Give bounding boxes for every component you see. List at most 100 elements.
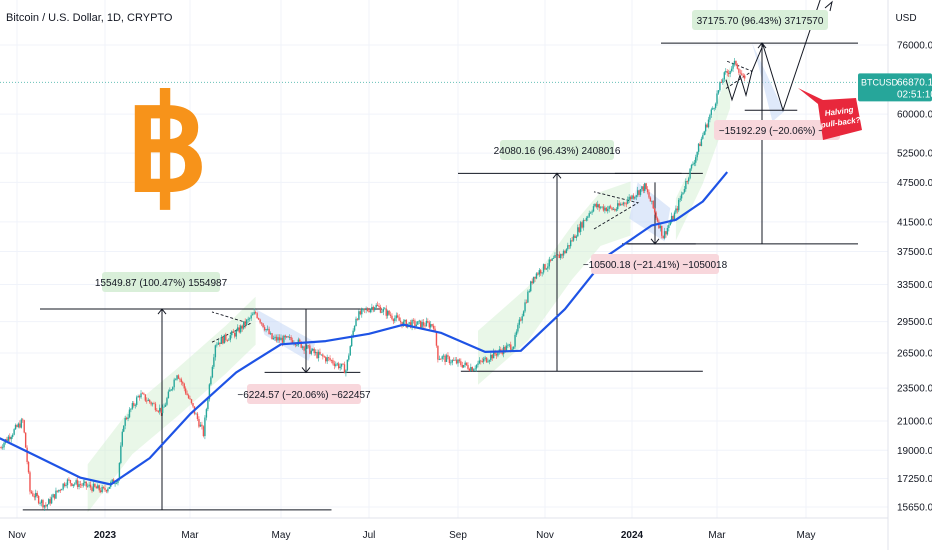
candle-body xyxy=(373,307,374,310)
candle-body xyxy=(13,429,14,435)
candle-body xyxy=(280,338,281,340)
candle-body xyxy=(120,446,121,463)
candle xyxy=(78,481,79,489)
candle-body xyxy=(678,200,679,210)
candle-body xyxy=(394,318,395,321)
candle xyxy=(653,200,654,209)
candle-body xyxy=(246,320,247,325)
candle xyxy=(142,392,143,394)
candle-body xyxy=(2,447,3,448)
candle-body xyxy=(547,266,548,268)
candle xyxy=(319,349,320,356)
candle-body xyxy=(381,312,382,313)
candle-body xyxy=(227,340,228,341)
candle-body xyxy=(153,403,154,404)
candle-body xyxy=(9,437,10,440)
candle xyxy=(203,425,204,437)
candle-body xyxy=(661,226,662,236)
candle-body xyxy=(160,408,161,413)
candle-body xyxy=(175,379,176,380)
candle xyxy=(13,428,14,435)
candle xyxy=(741,70,742,75)
candle-body xyxy=(244,321,245,325)
candle-body xyxy=(116,483,117,484)
candle-body xyxy=(101,487,102,492)
candle xyxy=(364,309,365,313)
candle-body xyxy=(453,360,454,361)
candle-body xyxy=(181,379,182,382)
candle xyxy=(192,403,193,408)
candle-body xyxy=(437,346,438,360)
candle-body xyxy=(313,349,314,353)
candle-body xyxy=(239,327,240,332)
label-text: 24080.16 (96.43%) 2408016 xyxy=(494,146,621,157)
candle-body xyxy=(698,144,699,152)
candle-body xyxy=(413,320,414,321)
candle xyxy=(486,357,487,363)
candle xyxy=(373,305,374,312)
candle xyxy=(45,502,46,508)
candle-body xyxy=(331,360,332,361)
candle-body xyxy=(264,327,265,330)
candle xyxy=(444,354,445,365)
y-tick-label: 52500.00 xyxy=(897,149,932,160)
candle-body xyxy=(674,213,675,220)
candle-body xyxy=(61,489,62,490)
candle-body xyxy=(31,492,32,494)
x-tick-label: May xyxy=(797,530,816,541)
candle-body xyxy=(261,323,262,324)
candle-body xyxy=(225,335,226,341)
candle-body xyxy=(459,360,460,362)
candle-body xyxy=(510,344,511,349)
candle-body xyxy=(534,277,535,279)
candle-body xyxy=(454,360,455,361)
candle xyxy=(51,494,52,504)
candle xyxy=(54,494,55,500)
candle-body xyxy=(332,360,333,363)
candle-body xyxy=(350,346,351,355)
candle xyxy=(536,272,537,279)
candle-body xyxy=(315,352,316,353)
label-text: 15549.87 (100.47%) 1554987 xyxy=(95,278,228,289)
candle xyxy=(383,307,384,315)
loss-label: −6224.57 (−20.06%) −622457 xyxy=(237,384,371,404)
candle xyxy=(21,418,22,429)
candle-body xyxy=(699,144,700,146)
candle-body xyxy=(325,357,326,361)
candle xyxy=(708,117,709,128)
candle-body xyxy=(91,488,92,492)
candle-body xyxy=(668,225,669,228)
candle xyxy=(195,412,196,414)
y-tick-label: 37500.00 xyxy=(897,247,932,258)
candle-body xyxy=(249,318,250,319)
candle-body xyxy=(738,69,739,73)
candle-body xyxy=(361,309,362,314)
candle-body xyxy=(706,124,707,127)
candle xyxy=(332,358,333,366)
candle-body xyxy=(107,489,108,492)
candle xyxy=(222,337,223,345)
chart-title: Bitcoin / U.S. Dollar, 1D, CRYPTO xyxy=(6,12,173,24)
candle xyxy=(61,489,62,491)
candle xyxy=(206,408,207,421)
candle-body xyxy=(45,505,46,506)
candle-body xyxy=(216,345,217,346)
candle-body xyxy=(718,90,719,93)
candle-body xyxy=(247,319,248,320)
candle-body xyxy=(386,309,387,316)
candle-body xyxy=(383,309,384,312)
candle-body xyxy=(556,255,557,256)
candle-body xyxy=(11,437,12,439)
candle xyxy=(140,390,141,399)
candle-body xyxy=(233,331,234,333)
candle-body xyxy=(97,485,98,488)
candle xyxy=(28,461,29,474)
candle-body xyxy=(715,104,716,108)
candle-body xyxy=(679,198,680,199)
candle-body xyxy=(647,189,648,192)
candle-body xyxy=(611,208,612,210)
candle-body xyxy=(570,240,571,246)
candle-body xyxy=(339,367,340,369)
candle-body xyxy=(624,203,625,204)
